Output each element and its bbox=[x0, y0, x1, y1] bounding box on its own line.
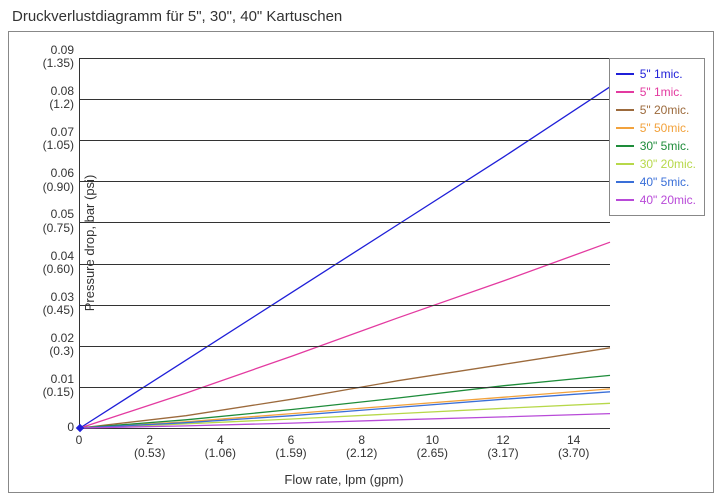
series-line bbox=[80, 242, 610, 428]
legend-swatch bbox=[616, 163, 634, 165]
x-tick-label: 0 bbox=[54, 434, 104, 447]
legend-item: 40" 5mic. bbox=[616, 173, 696, 191]
legend-swatch bbox=[616, 145, 634, 147]
x-tick-label: 4(1.06) bbox=[195, 434, 245, 460]
legend-item: 30" 20mic. bbox=[616, 155, 696, 173]
chart-container: Pressure drop, bar (psi) Flow rate, lpm … bbox=[8, 31, 714, 493]
legend-swatch bbox=[616, 109, 634, 111]
page-title: Druckverlustdiagramm für 5", 30", 40" Ka… bbox=[12, 8, 714, 25]
legend-swatch bbox=[616, 181, 634, 183]
legend-label: 30" 5mic. bbox=[640, 139, 690, 153]
y-tick-label: 0.09(1.35) bbox=[19, 44, 74, 70]
legend-label: 5" 50mic. bbox=[640, 121, 690, 135]
x-tick-label: 12(3.17) bbox=[478, 434, 528, 460]
x-axis-title: Flow rate, lpm (gpm) bbox=[79, 472, 609, 487]
legend-label: 5" 1mic. bbox=[640, 67, 683, 81]
legend-item: 5" 1mic. bbox=[616, 83, 696, 101]
plot-area bbox=[79, 58, 610, 429]
legend-item: 5" 20mic. bbox=[616, 101, 696, 119]
plot-wrap: Pressure drop, bar (psi) Flow rate, lpm … bbox=[79, 58, 609, 428]
y-tick-label: 0 bbox=[19, 421, 74, 434]
legend-item: 5" 1mic. bbox=[616, 65, 696, 83]
y-tick-label: 0.04(0.60) bbox=[19, 250, 74, 276]
legend-swatch bbox=[616, 127, 634, 129]
y-tick-label: 0.06(0.90) bbox=[19, 167, 74, 193]
legend-label: 40" 5mic. bbox=[640, 175, 690, 189]
x-tick-label: 14(3.70) bbox=[549, 434, 599, 460]
legend-item: 5" 50mic. bbox=[616, 119, 696, 137]
x-tick-label: 6(1.59) bbox=[266, 434, 316, 460]
legend-label: 5" 1mic. bbox=[640, 85, 683, 99]
x-tick-label: 8(2.12) bbox=[337, 434, 387, 460]
grid-line bbox=[80, 99, 610, 100]
legend-label: 30" 20mic. bbox=[640, 157, 696, 171]
grid-line bbox=[80, 58, 610, 59]
y-tick-label: 0.07(1.05) bbox=[19, 126, 74, 152]
y-tick-label: 0.03(0.45) bbox=[19, 291, 74, 317]
x-tick-label: 2(0.53) bbox=[125, 434, 175, 460]
y-tick-label: 0.01(0.15) bbox=[19, 373, 74, 399]
y-tick-label: 0.05(0.75) bbox=[19, 208, 74, 234]
grid-line bbox=[80, 387, 610, 388]
legend-swatch bbox=[616, 91, 634, 93]
origin-marker bbox=[76, 424, 84, 432]
x-tick-label: 10(2.65) bbox=[407, 434, 457, 460]
legend-label: 5" 20mic. bbox=[640, 103, 690, 117]
y-tick-label: 0.08(1.2) bbox=[19, 85, 74, 111]
legend-item: 30" 5mic. bbox=[616, 137, 696, 155]
grid-line bbox=[80, 222, 610, 223]
grid-line bbox=[80, 346, 610, 347]
grid-line bbox=[80, 264, 610, 265]
legend-label: 40" 20mic. bbox=[640, 193, 696, 207]
chart-lines bbox=[80, 58, 610, 428]
grid-line bbox=[80, 305, 610, 306]
grid-line bbox=[80, 181, 610, 182]
series-line bbox=[80, 87, 610, 428]
legend-item: 40" 20mic. bbox=[616, 191, 696, 209]
legend-swatch bbox=[616, 199, 634, 201]
legend: 5" 1mic. 5" 1mic. 5" 20mic. 5" 50mic. 30" 5m… bbox=[609, 58, 705, 216]
legend-swatch bbox=[616, 73, 634, 75]
grid-line bbox=[80, 140, 610, 141]
y-tick-label: 0.02(0.3) bbox=[19, 332, 74, 358]
